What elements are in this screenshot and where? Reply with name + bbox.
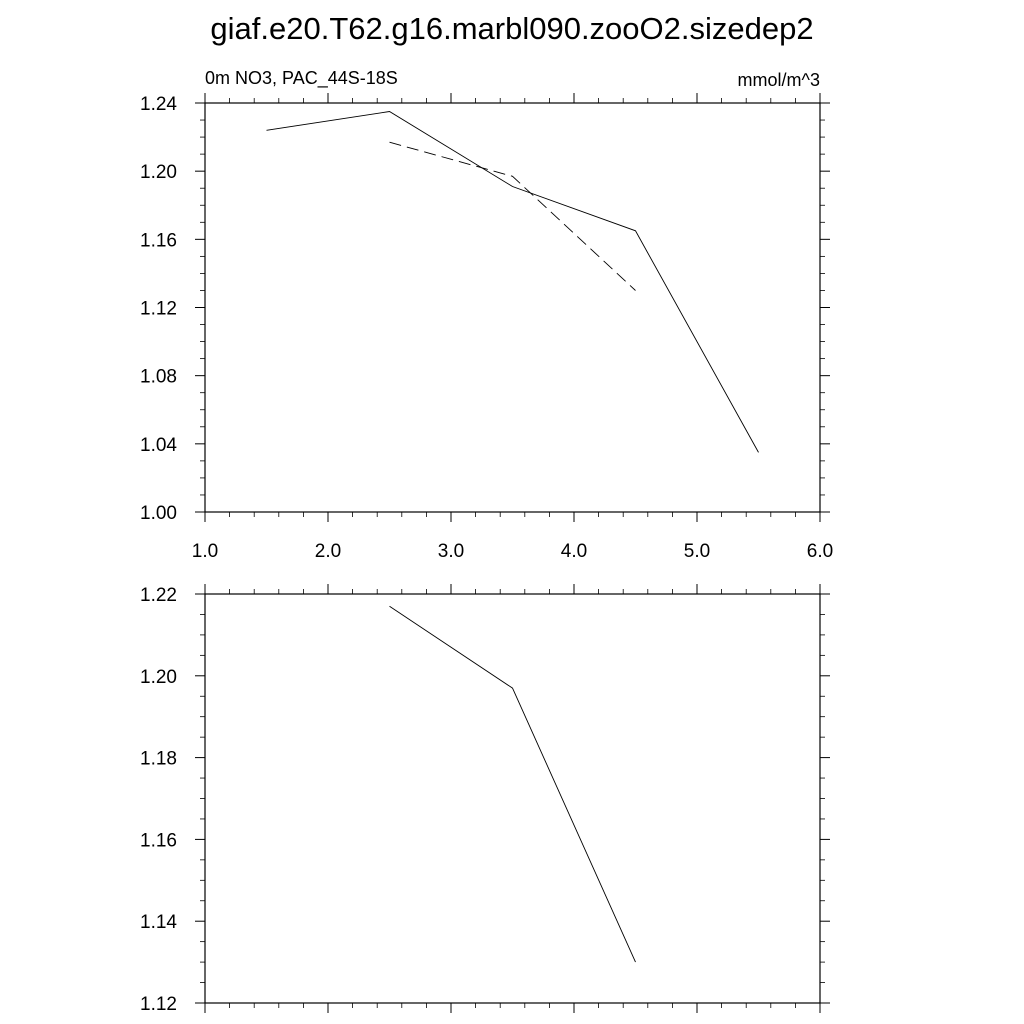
top-y-tick-label: 1.08: [140, 367, 177, 388]
top-y-tick-label: 1.12: [140, 299, 177, 320]
chart-title: giaf.e20.T62.g16.marbl090.zooO2.sizedep2: [210, 11, 813, 46]
top-x-tick-label: 3.0: [438, 541, 464, 562]
top-plot-frame: [204, 102, 821, 513]
top-x-tick-label: 5.0: [684, 541, 710, 562]
top-x-tick-label: 2.0: [315, 541, 341, 562]
bottom-y-tick-label: 1.12: [140, 994, 177, 1015]
top-x-tick-label: 6.0: [807, 541, 833, 562]
top-chart-left-label: 0m NO3, PAC_44S-18S: [205, 68, 398, 89]
top-x-tick-label: 4.0: [561, 541, 587, 562]
bottom-y-tick-label: 1.22: [140, 585, 177, 606]
top-series-line-solid: [266, 111, 759, 453]
top-chart-units-label: mmol/m^3: [738, 70, 820, 90]
top-y-tick-label: 1.20: [140, 162, 177, 183]
top-series-line-dashed: [389, 141, 636, 291]
top-y-tick-label: 1.24: [140, 94, 177, 115]
bottom-y-tick-label: 1.16: [140, 830, 177, 851]
bottom-chart-panel: 1.12 1.14 1.16 1.18 1.20 1.22: [140, 584, 830, 1015]
top-y-tick-label: 1.00: [140, 503, 177, 524]
top-x-tick-label: 1.0: [192, 541, 218, 562]
bottom-plot-frame: [204, 593, 821, 1004]
top-y-tick-label: 1.16: [140, 230, 177, 251]
bottom-series-line-solid: [389, 605, 636, 963]
top-y-tick-label: 1.04: [140, 435, 177, 456]
bottom-y-tick-label: 1.20: [140, 667, 177, 688]
bottom-y-tick-label: 1.14: [140, 912, 177, 933]
bottom-y-tick-label: 1.18: [140, 749, 177, 770]
top-chart-panel: 0m NO3, PAC_44S-18S mmol/m^3 1.0 2.0 3.0 4.…: [140, 68, 833, 562]
